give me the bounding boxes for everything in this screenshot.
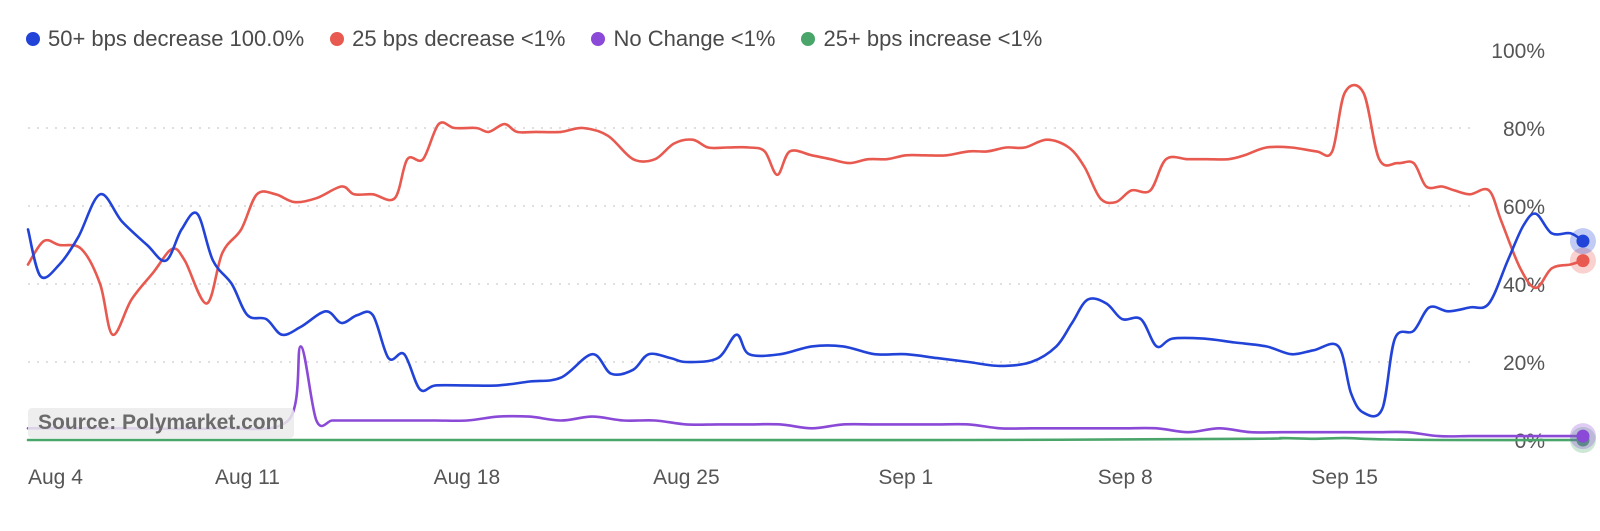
series-endpoints[interactable] [1569,228,1596,453]
y-tick-label: 0% [1515,430,1545,453]
legend-value: <1% [997,26,1043,51]
x-axis-ticks: Aug 4 Aug 11 Aug 18 Aug 25 Sep 1 Sep 8 Sep 15 [28,466,1378,489]
x-tick-label: Sep 1 [878,466,933,489]
series-lines [26,83,1585,442]
series-line-25-bps-increase [26,436,1585,442]
endpoint-marker-50-bps-decrease[interactable] [1576,234,1590,248]
x-tick-label: Sep 8 [1098,466,1153,489]
legend-dot-icon [26,32,40,46]
legend-item-50bps-decrease[interactable]: 50+ bps decrease 100.0% [26,26,304,52]
y-tick-label: 20% [1503,352,1545,375]
legend: 50+ bps decrease 100.0% 25 bps decrease <1… [26,26,1042,52]
y-tick-label: 40% [1503,274,1545,297]
legend-item-25bps-decrease[interactable]: 25 bps decrease <1% [330,26,565,52]
legend-value: 100.0% [229,26,305,51]
legend-dot-icon [591,32,606,46]
series-line-50-bps-decrease [26,192,1585,418]
legend-label: 25+ bps increase [823,26,992,51]
x-tick-label: Aug 25 [653,466,720,489]
source-label: Source: Polymarket.com [28,408,295,438]
y-axis-ticks: 100%80%60%40%20%0% [1491,40,1545,453]
x-tick-label: Aug 18 [434,466,501,489]
x-tick-label: Aug 4 [28,466,83,489]
legend-value: <1% [520,26,566,51]
series-line-25-bps-decrease [26,83,1585,336]
legend-dot-icon [330,32,345,46]
x-tick-label: Aug 11 [215,466,280,489]
series-line-no-change [26,345,1585,438]
legend-value: <1% [730,26,776,51]
endpoint-marker-25-bps-decrease[interactable] [1576,254,1590,268]
x-tick-label: Sep 15 [1311,466,1378,489]
endpoint-marker-no-change[interactable] [1576,429,1590,443]
y-tick-label: 100% [1491,40,1545,63]
legend-label: No Change [613,26,725,51]
legend-label: 25 bps decrease [352,26,515,51]
gridlines [28,127,1470,363]
legend-label: 50+ bps decrease [48,26,224,51]
legend-dot-icon [801,32,816,46]
legend-item-no-change[interactable]: No Change <1% [591,26,775,52]
y-tick-label: 80% [1503,118,1545,141]
legend-item-25bps-increase[interactable]: 25+ bps increase <1% [801,26,1042,52]
